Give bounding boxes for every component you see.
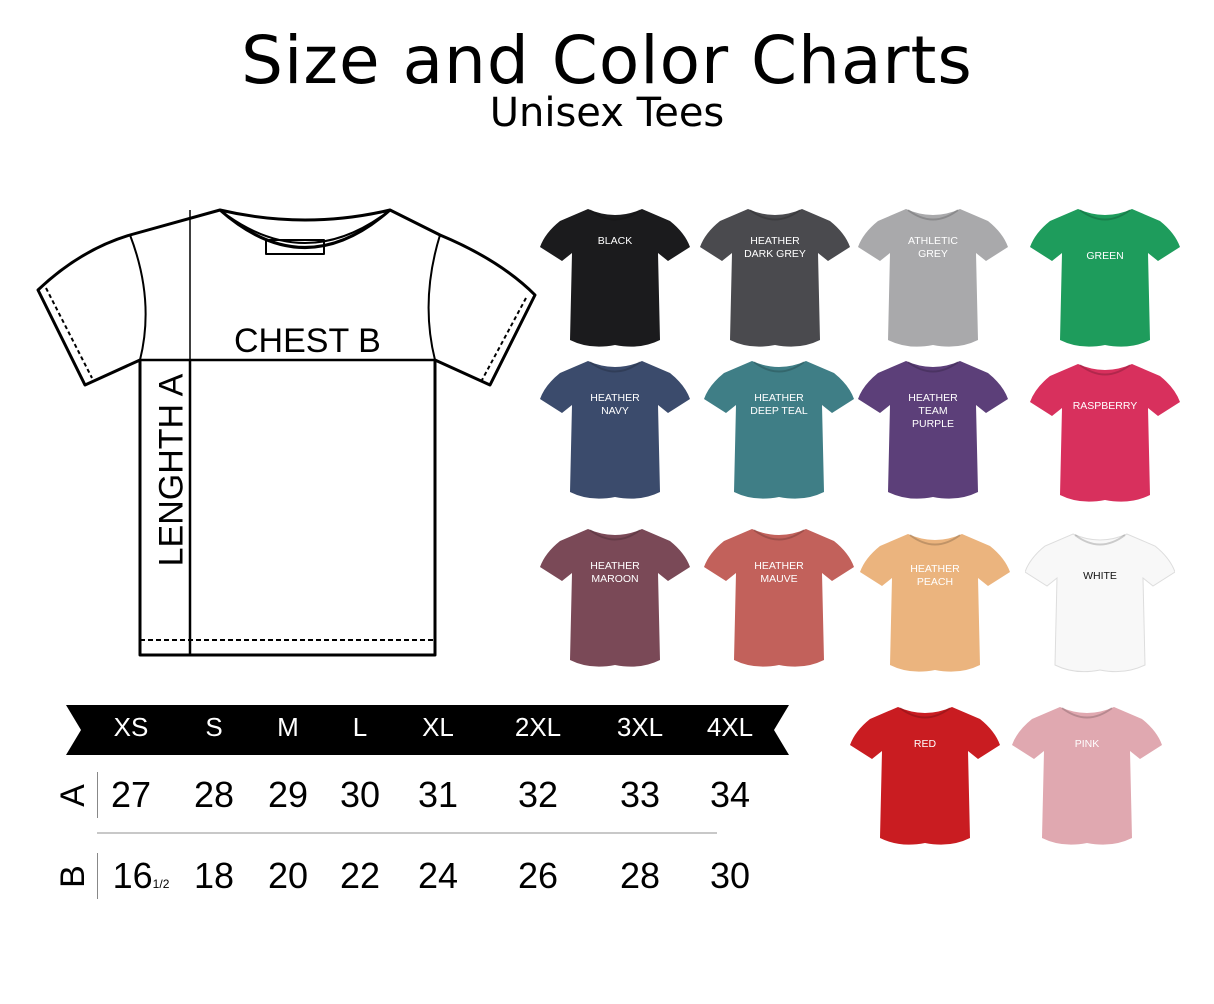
- color-name: HEATHER DARK GREY: [744, 235, 806, 260]
- color-name: WHITE: [1083, 570, 1117, 582]
- fraction: 1/2: [152, 877, 170, 891]
- cell-a-2xl: 32: [518, 774, 558, 816]
- cell-b-m: 20: [268, 855, 308, 897]
- color-swatch-green[interactable]: GREEN: [1030, 205, 1180, 355]
- tshirt-icon: [860, 534, 1010, 672]
- color-name: ATHLETIC GREY: [908, 235, 958, 260]
- cell-value: 24: [417, 855, 459, 896]
- color-name: HEATHER MAUVE: [754, 560, 804, 585]
- chest-label: CHEST B: [234, 322, 381, 360]
- cell-value: 30: [709, 855, 751, 896]
- color-swatch-heather-team-purple[interactable]: HEATHER TEAM PURPLE: [858, 357, 1008, 507]
- size-header-l: L: [352, 712, 368, 742]
- color-swatch-heather-navy[interactable]: HEATHER NAVY: [540, 357, 690, 507]
- color-swatch-heather-mauve[interactable]: HEATHER MAUVE: [704, 525, 854, 675]
- cell-value: 34: [709, 774, 751, 815]
- tshirt-icon: [704, 361, 854, 499]
- cell-a-m: 29: [268, 774, 308, 816]
- color-name: HEATHER NAVY: [590, 392, 640, 417]
- color-name: HEATHER DEEP TEAL: [750, 392, 808, 417]
- tshirt-measurement-diagram: [36, 208, 537, 657]
- size-header-3xl: 3XL: [616, 712, 664, 742]
- color-swatch-raspberry[interactable]: RASPBERRY: [1030, 360, 1180, 510]
- size-header-xl: XL: [422, 712, 454, 742]
- tshirt-icon: [704, 529, 854, 667]
- cell-a-s: 28: [194, 774, 234, 816]
- color-swatch-black[interactable]: BLACK: [540, 205, 690, 355]
- size-header-m: M: [277, 712, 299, 742]
- cell-a-xl: 31: [418, 774, 458, 816]
- tshirt-icon: [540, 209, 690, 347]
- tshirt-icon: [858, 361, 1008, 499]
- page-title: Size and Color Charts: [241, 22, 973, 99]
- row-label-b: B: [53, 865, 92, 888]
- cell-b-s: 18: [194, 855, 234, 897]
- cell-value: 20: [267, 855, 309, 896]
- tshirt-icon: [540, 361, 690, 499]
- size-header-s: S: [205, 712, 223, 742]
- tshirt-icon: [1030, 364, 1180, 502]
- color-name: RED: [913, 738, 937, 750]
- color-name: HEATHER PEACH: [910, 563, 960, 588]
- cell-a-l: 30: [340, 774, 380, 816]
- cell-value: 30: [339, 774, 381, 815]
- color-name: HEATHER MAROON: [590, 560, 640, 585]
- cell-value: 18: [193, 855, 235, 896]
- cell-b-3xl: 28: [620, 855, 660, 897]
- cell-value: 26: [517, 855, 559, 896]
- cell-value: 29: [267, 774, 309, 815]
- cell-value: 28: [619, 855, 661, 896]
- cell-b-xl: 24: [418, 855, 458, 897]
- row-separator: [97, 772, 98, 818]
- color-name: PINK: [1074, 738, 1100, 750]
- tshirt-icon: [540, 529, 690, 667]
- cell-b-xs: 161/2: [113, 855, 170, 897]
- cell-b-4xl: 30: [710, 855, 750, 897]
- color-swatch-heather-peach[interactable]: HEATHER PEACH: [860, 530, 1010, 680]
- row-separator: [97, 853, 98, 899]
- tshirt-icon: [700, 209, 850, 347]
- color-swatch-pink[interactable]: PINK: [1012, 703, 1162, 853]
- tshirt-icon: [1025, 533, 1175, 673]
- color-swatch-athletic-grey[interactable]: ATHLETIC GREY: [858, 205, 1008, 355]
- cell-value: 16: [112, 855, 153, 896]
- cell-a-3xl: 33: [620, 774, 660, 816]
- size-header-xs: XS: [113, 712, 149, 742]
- color-name: HEATHER TEAM PURPLE: [908, 392, 958, 430]
- size-header-ribbon: [66, 705, 789, 755]
- color-swatch-heather-deep-teal[interactable]: HEATHER DEEP TEAL: [704, 357, 854, 507]
- row-label-a: A: [53, 784, 92, 807]
- cell-value: 27: [110, 774, 152, 815]
- cell-a-4xl: 34: [710, 774, 750, 816]
- tshirt-icon: [1012, 707, 1162, 845]
- cell-value: 32: [517, 774, 559, 815]
- cell-value: 33: [619, 774, 661, 815]
- cell-a-xs: 27: [111, 774, 151, 816]
- color-name: BLACK: [597, 235, 633, 247]
- length-label: LENGHTH A: [152, 373, 191, 567]
- tshirt-icon: [1030, 209, 1180, 347]
- cell-b-l: 22: [340, 855, 380, 897]
- tshirt-icon: [850, 707, 1000, 845]
- color-name: GREEN: [1086, 250, 1124, 262]
- color-swatch-red[interactable]: RED: [850, 703, 1000, 853]
- tshirt-icon: [858, 209, 1008, 347]
- cell-value: 28: [193, 774, 235, 815]
- size-header-4xl: 4XL: [706, 712, 754, 742]
- page-subtitle: Unisex Tees: [489, 90, 725, 136]
- size-header-2xl: 2XL: [514, 712, 562, 742]
- color-swatch-heather-maroon[interactable]: HEATHER MAROON: [540, 525, 690, 675]
- row-divider: [97, 832, 717, 834]
- color-swatch-heather-dark-grey[interactable]: HEATHER DARK GREY: [700, 205, 850, 355]
- cell-value: 22: [339, 855, 381, 896]
- cell-b-2xl: 26: [518, 855, 558, 897]
- cell-value: 31: [417, 774, 459, 815]
- color-swatch-white[interactable]: WHITE: [1025, 530, 1175, 680]
- color-name: RASPBERRY: [1072, 400, 1138, 412]
